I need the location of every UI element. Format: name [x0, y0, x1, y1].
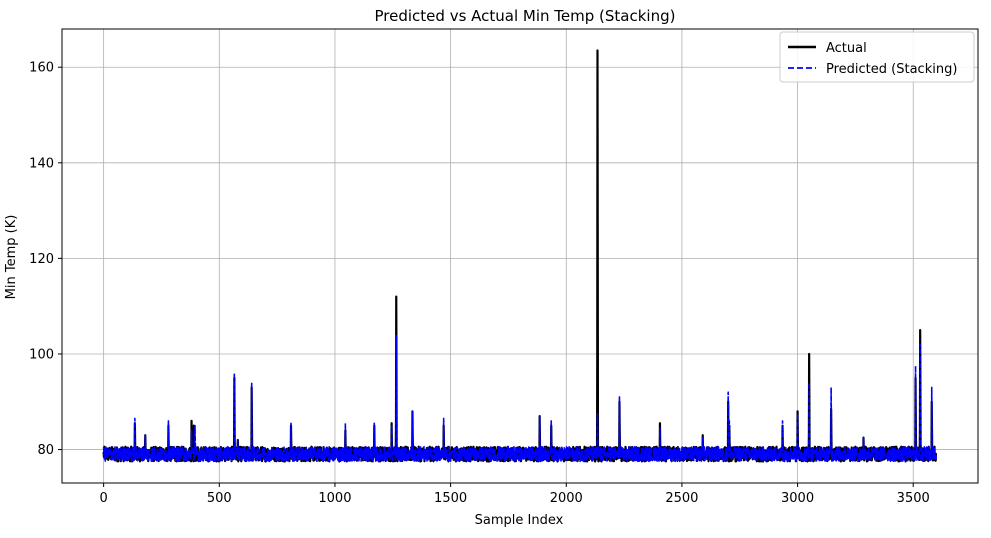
legend-label-predicted: Predicted (Stacking) — [826, 62, 957, 77]
tick-labels: 0 500 1000 1500 2000 2500 3000 3500 80 100 120 140 1… — [29, 61, 930, 506]
x-tick-label: 2000 — [550, 491, 583, 506]
x-tick-label: 1500 — [434, 491, 467, 506]
x-tick-label: 0 — [99, 491, 107, 506]
series-layer — [102, 49, 938, 463]
y-tick-label: 160 — [29, 61, 54, 76]
x-tick-label: 500 — [207, 491, 232, 506]
axes — [61, 28, 979, 484]
x-tick-label: 1000 — [318, 491, 351, 506]
chart-title: Predicted vs Actual Min Temp (Stacking) — [375, 7, 676, 25]
plot-frame — [61, 28, 979, 484]
legend-box — [779, 31, 975, 83]
y-tick-label: 140 — [29, 156, 54, 171]
legend-label-actual: Actual — [826, 41, 867, 56]
y-axis-label: Min Temp (K) — [4, 215, 19, 300]
x-tick-label: 3000 — [781, 491, 814, 506]
x-tick-label: 2500 — [665, 491, 698, 506]
x-tick-label: 3500 — [897, 491, 930, 506]
series-line-predicted — [102, 334, 937, 463]
y-tick-label: 120 — [29, 252, 54, 267]
y-tick-label: 80 — [37, 443, 54, 458]
y-tick-label: 100 — [29, 347, 54, 362]
legend: Actual Predicted (Stacking) — [779, 31, 975, 83]
x-axis-label: Sample Index — [475, 513, 564, 528]
